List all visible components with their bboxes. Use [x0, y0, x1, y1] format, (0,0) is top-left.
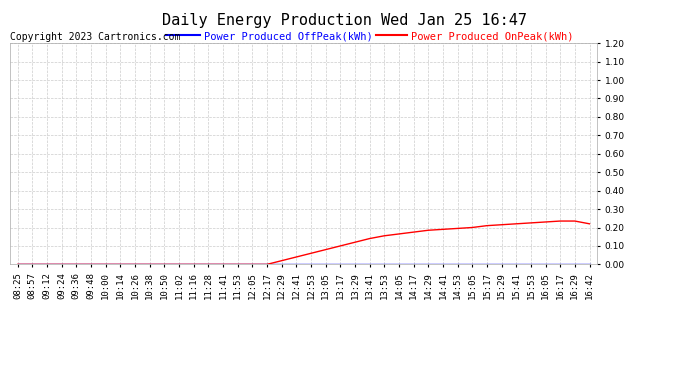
Power Produced OffPeak(kWh) [483, 262, 491, 267]
Power Produced OffPeak(kWh) [101, 262, 110, 267]
Power Produced OffPeak(kWh) [542, 262, 550, 267]
Power Produced OffPeak(kWh) [43, 262, 51, 267]
Power Produced OnPeak(kWh) [380, 234, 388, 238]
Power Produced OnPeak(kWh) [146, 262, 154, 267]
Power Produced OnPeak(kWh) [175, 262, 183, 267]
Power Produced OffPeak(kWh) [219, 262, 227, 267]
Power Produced OffPeak(kWh) [72, 262, 81, 267]
Power Produced OnPeak(kWh) [233, 262, 242, 267]
Power Produced OffPeak(kWh) [497, 262, 506, 267]
Line: Power Produced OnPeak(kWh): Power Produced OnPeak(kWh) [18, 221, 589, 264]
Power Produced OffPeak(kWh) [322, 262, 330, 267]
Power Produced OffPeak(kWh) [116, 262, 124, 267]
Power Produced OnPeak(kWh) [585, 222, 593, 226]
Power Produced OnPeak(kWh) [101, 262, 110, 267]
Power Produced OffPeak(kWh) [204, 262, 213, 267]
Power Produced OffPeak(kWh) [395, 262, 403, 267]
Power Produced OffPeak(kWh) [512, 262, 520, 267]
Power Produced OffPeak(kWh) [131, 262, 139, 267]
Power Produced OnPeak(kWh) [395, 232, 403, 236]
Power Produced OnPeak(kWh) [322, 248, 330, 252]
Text: Power Produced OffPeak(kWh): Power Produced OffPeak(kWh) [204, 32, 373, 42]
Power Produced OffPeak(kWh) [336, 262, 344, 267]
Power Produced OffPeak(kWh) [87, 262, 95, 267]
Power Produced OffPeak(kWh) [57, 262, 66, 267]
Power Produced OnPeak(kWh) [116, 262, 124, 267]
Power Produced OnPeak(kWh) [160, 262, 168, 267]
Power Produced OffPeak(kWh) [146, 262, 154, 267]
Power Produced OffPeak(kWh) [380, 262, 388, 267]
Power Produced OffPeak(kWh) [292, 262, 300, 267]
Power Produced OnPeak(kWh) [263, 262, 271, 267]
Power Produced OffPeak(kWh) [439, 262, 447, 267]
Power Produced OnPeak(kWh) [131, 262, 139, 267]
Power Produced OnPeak(kWh) [497, 222, 506, 227]
Power Produced OnPeak(kWh) [512, 222, 520, 226]
Power Produced OnPeak(kWh) [307, 251, 315, 256]
Power Produced OnPeak(kWh) [468, 225, 476, 230]
Power Produced OnPeak(kWh) [219, 262, 227, 267]
Power Produced OnPeak(kWh) [14, 262, 22, 267]
Power Produced OffPeak(kWh) [175, 262, 183, 267]
Power Produced OnPeak(kWh) [190, 262, 198, 267]
Power Produced OffPeak(kWh) [526, 262, 535, 267]
Power Produced OffPeak(kWh) [556, 262, 564, 267]
Power Produced OffPeak(kWh) [366, 262, 374, 267]
Power Produced OffPeak(kWh) [14, 262, 22, 267]
Power Produced OnPeak(kWh) [248, 262, 257, 267]
Power Produced OnPeak(kWh) [453, 226, 462, 231]
Power Produced OffPeak(kWh) [468, 262, 476, 267]
Power Produced OnPeak(kWh) [366, 236, 374, 241]
Power Produced OnPeak(kWh) [439, 227, 447, 232]
Power Produced OnPeak(kWh) [542, 220, 550, 224]
Power Produced OffPeak(kWh) [453, 262, 462, 267]
Power Produced OnPeak(kWh) [526, 220, 535, 225]
Text: Power Produced OnPeak(kWh): Power Produced OnPeak(kWh) [411, 32, 573, 42]
Power Produced OffPeak(kWh) [351, 262, 359, 267]
Text: Daily Energy Production Wed Jan 25 16:47: Daily Energy Production Wed Jan 25 16:47 [163, 13, 527, 28]
Power Produced OnPeak(kWh) [43, 262, 51, 267]
Power Produced OffPeak(kWh) [571, 262, 579, 267]
Power Produced OnPeak(kWh) [483, 224, 491, 228]
Power Produced OnPeak(kWh) [571, 219, 579, 223]
Power Produced OnPeak(kWh) [424, 228, 433, 232]
Power Produced OffPeak(kWh) [424, 262, 433, 267]
Power Produced OffPeak(kWh) [263, 262, 271, 267]
Power Produced OnPeak(kWh) [204, 262, 213, 267]
Power Produced OnPeak(kWh) [72, 262, 81, 267]
Power Produced OnPeak(kWh) [409, 230, 417, 234]
Power Produced OnPeak(kWh) [336, 244, 344, 248]
Power Produced OffPeak(kWh) [585, 262, 593, 267]
Power Produced OnPeak(kWh) [292, 255, 300, 259]
Power Produced OnPeak(kWh) [351, 240, 359, 244]
Power Produced OnPeak(kWh) [28, 262, 37, 267]
Power Produced OnPeak(kWh) [277, 258, 286, 263]
Power Produced OnPeak(kWh) [556, 219, 564, 223]
Power Produced OffPeak(kWh) [28, 262, 37, 267]
Power Produced OffPeak(kWh) [409, 262, 417, 267]
Power Produced OnPeak(kWh) [87, 262, 95, 267]
Power Produced OffPeak(kWh) [190, 262, 198, 267]
Power Produced OffPeak(kWh) [277, 262, 286, 267]
Power Produced OnPeak(kWh) [57, 262, 66, 267]
Text: Copyright 2023 Cartronics.com: Copyright 2023 Cartronics.com [10, 32, 181, 42]
Power Produced OffPeak(kWh) [160, 262, 168, 267]
Power Produced OffPeak(kWh) [307, 262, 315, 267]
Power Produced OffPeak(kWh) [248, 262, 257, 267]
Power Produced OffPeak(kWh) [233, 262, 242, 267]
